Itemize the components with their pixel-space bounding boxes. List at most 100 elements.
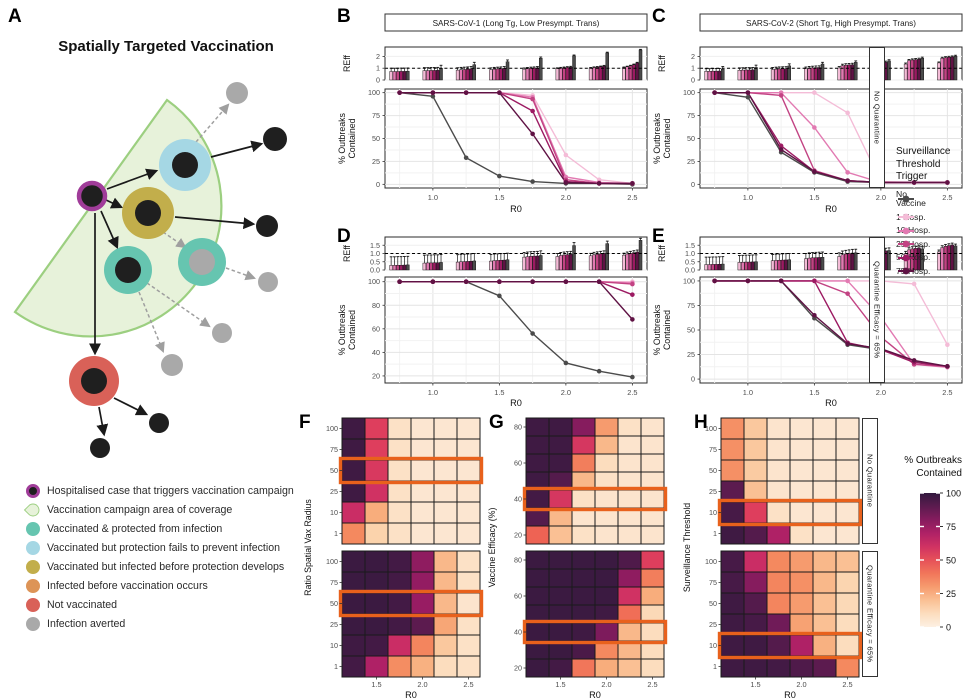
reff-bar [707,71,712,81]
reff-bar [425,70,430,81]
heatmap-cell [812,501,837,524]
series-point-h75 [778,147,784,152]
reff-bar [455,69,460,81]
reff-bar [588,67,593,81]
reff-bar [774,68,778,81]
svg-text:1: 1 [334,529,338,538]
reff-bar [840,254,845,271]
y-axis-label: % Outbreaks [337,304,347,355]
heatmap-cell [410,459,435,482]
colorbar-title: % Outbreaks Contained [904,455,962,479]
heatmap-cell [766,501,791,524]
heatmap-cell [341,634,366,657]
reff-bar [917,59,921,81]
svg-text:20: 20 [514,531,522,540]
heatmap-cell [835,438,860,461]
transmission-arrow [106,168,159,190]
series-line-h75 [399,281,633,320]
reff-bar [396,71,400,81]
svg-text:2.5: 2.5 [647,680,657,689]
reff-bar [707,264,712,271]
reff-bar [854,252,858,271]
svg-text:1.5: 1.5 [494,388,504,397]
svg-text:10: 10 [330,508,338,517]
svg-text:25: 25 [687,157,695,166]
reff-bar [638,240,643,271]
heatmap-cell [571,658,596,678]
reff-bar [469,68,473,81]
reff-bar [422,70,427,81]
reff-bar [814,257,818,271]
svg-text:2.0: 2.0 [561,388,571,397]
svg-text:0: 0 [691,375,695,384]
series-point-no_vaccine [497,293,502,299]
heatmap-cell [548,622,573,642]
series-point-h75 [430,279,436,285]
panel-title-box [384,13,648,32]
panel-label-f: F [299,412,311,433]
heatmap-cell [594,525,619,545]
y-axis-label: Vaccine Efficacy (%) [487,508,497,588]
series-point-h75 [911,180,917,185]
svg-text:0.0: 0.0 [370,266,380,275]
diagram-legend-item: Hospitalised case that triggers vaccinat… [26,481,326,500]
reff-bar [784,68,788,81]
reff-bar [737,262,742,271]
legend-item-h25: 25 Hosp. [896,239,978,250]
reff-bar [920,248,924,271]
reff-bar [810,257,815,271]
svg-text:1.0: 1.0 [428,193,438,202]
diagram-legend-label: Infected before vaccination occurs [47,579,208,592]
svg-text:0.5: 0.5 [370,257,380,266]
series-point-no_vaccine [745,94,751,100]
reff-bar [820,257,825,271]
x-axis-label: R0 [825,204,837,214]
heatmap-cell [525,435,550,455]
heatmap-cell [364,417,389,440]
reff-bar [598,253,603,271]
heatmap-cell [433,592,458,615]
reff-bar [558,255,563,271]
svg-text:75: 75 [687,301,695,310]
panel-label-e: E [652,226,665,247]
heatmap-cell [364,592,389,615]
series-point-no_vaccine [563,360,569,366]
panel-label-g: G [489,412,504,433]
series-point-no_vaccine [530,179,535,184]
surveillance-legend-title-line: Threshold [896,158,941,170]
legend-item-h50: 50 Hosp. [896,252,978,263]
panel-b-chart: SARS-CoV-1 (Long Tg, Low Presympt. Trans… [337,13,648,214]
averted-transmission-arrow [146,282,211,328]
orange-circle-icon [26,578,40,593]
series-point-h75 [945,180,950,185]
svg-text:10: 10 [330,641,338,650]
reff-bar [910,248,915,271]
reff-bar [595,67,600,81]
reff-bar [562,67,566,81]
reff-bar [432,70,437,81]
svg-text:2.5: 2.5 [942,193,952,202]
reff-bar [744,261,748,271]
strip-no-quarantine-row1: No Quarantine [869,47,885,188]
heatmap-cell [594,568,619,588]
svg-text:20: 20 [514,664,522,673]
series-point-h25 [530,96,535,102]
series-line-h75 [714,280,948,368]
svg-text:2.0: 2.0 [561,193,571,202]
reff-bar [780,68,785,81]
reff-bar [472,260,477,271]
legend-marker-h75 [898,267,914,275]
svg-text:2: 2 [691,52,695,61]
heatmap-cell [548,435,573,455]
reff-bar [555,68,560,81]
heatmap-cell [789,592,814,615]
heatmap-cell [571,453,596,473]
heatmap-cell [548,568,573,588]
heatmap-cell [571,417,596,437]
heatmap-cell [364,655,389,678]
heatmap-cell [720,571,745,594]
heatmap-cell [387,655,412,678]
heatmap-cell [525,550,550,570]
reff-bar [711,264,715,271]
reff-bar [750,69,755,81]
